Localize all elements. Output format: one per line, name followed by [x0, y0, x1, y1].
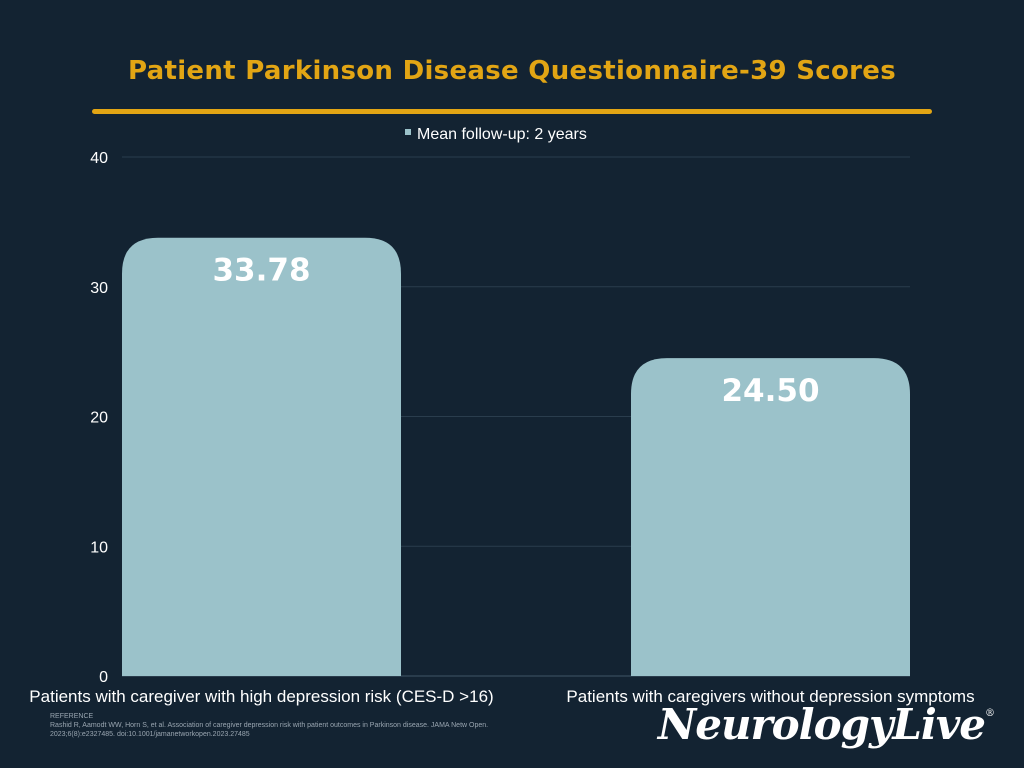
reference-line-1: Rashid R, Aamodt WW, Horn S, et al. Asso… [50, 722, 489, 729]
bar [122, 237, 401, 676]
chart-title: Patient Parkinson Disease Questionnaire-… [127, 56, 897, 86]
y-tick-label: 10 [90, 539, 108, 556]
reference-heading: REFERENCE [50, 713, 94, 720]
reference-note: REFERENCE Rashid R, Aamodt WW, Horn S, e… [50, 712, 570, 739]
y-tick-label: 30 [90, 280, 108, 297]
bar-data-label: 33.78 [212, 253, 310, 289]
x-category-label: Patients with caregivers without depress… [566, 687, 974, 706]
neurologylive-logo: NeurologyLive® [657, 700, 995, 749]
y-tick-label: 40 [90, 150, 108, 167]
bar [631, 358, 910, 676]
reference-line-2: 2023;6(8):e2327485. doi:10.1001/jamanetw… [50, 731, 250, 738]
legend-label: Mean follow-up: 2 years [417, 126, 587, 143]
x-category-label: Patients with caregiver with high depres… [29, 687, 493, 706]
registered-mark: ® [985, 708, 995, 719]
y-tick-label: 0 [99, 669, 108, 686]
legend-swatch [405, 129, 411, 135]
logo-text: NeurologyLive [657, 700, 986, 749]
bar-data-label: 24.50 [721, 373, 819, 409]
y-tick-label: 20 [90, 410, 108, 427]
title-underline [92, 109, 932, 114]
